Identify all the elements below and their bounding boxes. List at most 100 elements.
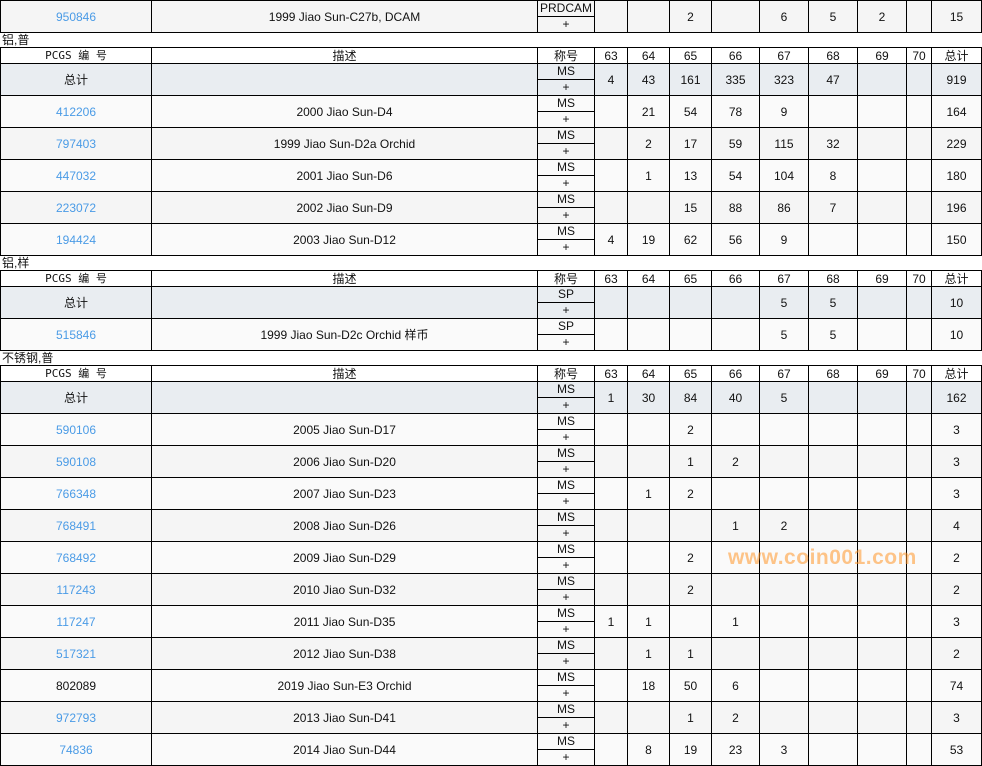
pcgs-number-link[interactable]: 766348: [0, 477, 152, 510]
grade-count-cell: [906, 223, 932, 256]
pcgs-number-link[interactable]: 950846: [0, 0, 152, 33]
grade-label: MS: [538, 129, 594, 144]
header-grade-66: 66: [711, 365, 760, 382]
grade-count-cell: [627, 509, 670, 542]
grade-count-cell: 2: [669, 541, 712, 574]
grade-cell: MS +: [537, 95, 595, 128]
description-cell: 2003 Jiao Sun-D12: [151, 223, 538, 256]
header-grade-65: 65: [669, 270, 712, 287]
pcgs-number-link[interactable]: 590108: [0, 445, 152, 478]
grade-plus: +: [562, 303, 570, 317]
grade-plus: +: [562, 430, 570, 444]
header-total: 总计: [931, 270, 982, 287]
description-cell: 1999 Jiao Sun-D2a Orchid: [151, 127, 538, 160]
grade-count-cell: 8: [627, 733, 670, 766]
pcgs-number-link[interactable]: 447032: [0, 159, 152, 192]
pcgs-number-link[interactable]: 194424: [0, 223, 152, 256]
header-pcgs: PCGS 编 号: [0, 365, 152, 382]
grade-count-cell: 30: [627, 381, 670, 414]
grade-count-cell: [669, 605, 712, 638]
pcgs-number-link[interactable]: 74836: [0, 733, 152, 766]
grade-count-cell: [594, 669, 628, 702]
grade-count-cell: [594, 318, 628, 351]
grade-label: MS: [538, 639, 594, 654]
grade-count-cell: [906, 413, 932, 446]
row-total-cell: 3: [931, 477, 982, 510]
pcgs-number-link[interactable]: 768491: [0, 509, 152, 542]
grade-plus: +: [562, 590, 570, 604]
section-label: 铝,普: [0, 33, 981, 47]
pcgs-number-link[interactable]: 797403: [0, 127, 152, 160]
grade-count-cell: 1: [627, 477, 670, 510]
table-row: 797403 1999 Jiao Sun-D2a Orchid MS +2 17 59 11…: [0, 127, 982, 160]
row-total-cell: 3: [931, 445, 982, 478]
pcgs-number-link[interactable]: 590106: [0, 413, 152, 446]
row-total-cell: 2: [931, 637, 982, 670]
grade-count-cell: [759, 669, 809, 702]
grade-count-cell: 86: [759, 191, 809, 224]
grade-count-cell: [759, 573, 809, 606]
pcgs-number-link[interactable]: 117243: [0, 573, 152, 606]
grade-count-cell: 1: [594, 605, 628, 638]
grade-count-cell: [857, 733, 907, 766]
header-grade: 称号: [537, 365, 595, 382]
pcgs-number-link[interactable]: 768492: [0, 541, 152, 574]
table-row: 950846 1999 Jiao Sun-C27b, DCAM PRDCAM +2 6 5…: [0, 0, 982, 33]
grade-label: MS: [538, 161, 594, 176]
grade-count-cell: 2: [669, 477, 712, 510]
pcgs-number-link[interactable]: 117247: [0, 605, 152, 638]
grade-count-cell: [857, 669, 907, 702]
grade-count-cell: [627, 191, 670, 224]
grade-cell: MS +: [537, 541, 595, 574]
grade-cell: MS +: [537, 637, 595, 670]
grade-count-cell: 56: [711, 223, 760, 256]
table-row: 802089 2019 Jiao Sun-E3 Orchid MS +18 50 6 74: [0, 669, 982, 702]
table-row: 972793 2013 Jiao Sun-D41 MS +1 2 3: [0, 701, 982, 734]
grade-count-cell: 4: [594, 223, 628, 256]
pcgs-number-link[interactable]: 517321: [0, 637, 152, 670]
grade-count-cell: [594, 127, 628, 160]
grade-count-cell: 1: [627, 637, 670, 670]
grade-count-cell: [906, 733, 932, 766]
grade-count-cell: 47: [808, 63, 858, 96]
pcgs-number-link[interactable]: 412206: [0, 95, 152, 128]
pcgs-number-link: 802089: [0, 669, 152, 702]
grade-count-cell: [594, 573, 628, 606]
grade-plus: +: [562, 17, 570, 31]
grade-count-cell: [906, 605, 932, 638]
grade-count-cell: 2: [627, 127, 670, 160]
grade-count-cell: [857, 223, 907, 256]
grade-count-cell: [906, 381, 932, 414]
row-total-cell: 180: [931, 159, 982, 192]
pcgs-number-link[interactable]: 972793: [0, 701, 152, 734]
grade-plus: +: [562, 718, 570, 732]
total-label: 总计: [0, 63, 152, 96]
row-total-cell: 229: [931, 127, 982, 160]
pcgs-number-link[interactable]: 223072: [0, 191, 152, 224]
grade-count-cell: [857, 381, 907, 414]
grade-count-cell: [594, 95, 628, 128]
grade-count-cell: 32: [808, 127, 858, 160]
grade-count-cell: [627, 0, 670, 33]
grade-label: MS: [538, 447, 594, 462]
grade-label: SP: [538, 288, 594, 303]
grade-cell: MS +: [537, 223, 595, 256]
grade-count-cell: 2: [759, 509, 809, 542]
grade-count-cell: 323: [759, 63, 809, 96]
grade-count-cell: [711, 286, 760, 319]
grade-cell: MS +: [537, 159, 595, 192]
description-cell: 2007 Jiao Sun-D23: [151, 477, 538, 510]
pcgs-number-link[interactable]: 515846: [0, 318, 152, 351]
section-label: 铝,样: [0, 256, 981, 270]
header-row: PCGS 编 号描述 称号 63 64 65 66 67 68 69 70 总计: [0, 270, 982, 287]
header-grade-69: 69: [857, 365, 907, 382]
header-grade: 称号: [537, 47, 595, 64]
grade-label: MS: [538, 65, 594, 80]
grade-label: MS: [538, 575, 594, 590]
grade-count-cell: [759, 701, 809, 734]
grade-plus: +: [562, 398, 570, 412]
header-description: 描述: [151, 270, 538, 287]
grade-count-cell: [808, 669, 858, 702]
grade-count-cell: 2: [711, 445, 760, 478]
grade-plus: +: [562, 112, 570, 126]
